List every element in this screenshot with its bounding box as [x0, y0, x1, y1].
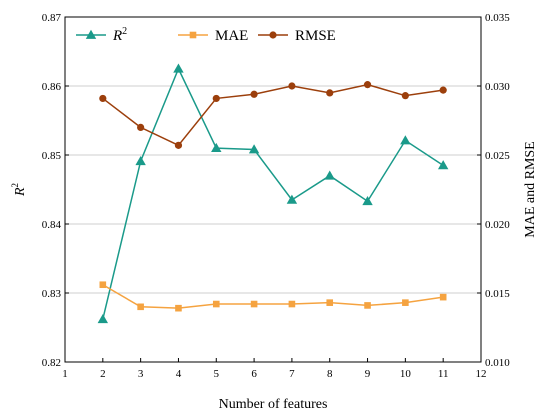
- legend-item-r: R2: [76, 26, 127, 44]
- x-tick-label: 2: [100, 368, 106, 380]
- y-left-tick-label: 0.87: [42, 12, 62, 24]
- data-point-r: [211, 142, 222, 152]
- grid: [65, 85, 481, 294]
- legend-item-mae: MAE: [178, 28, 248, 44]
- series-line-r: [102, 66, 444, 320]
- data-point-mae: [250, 300, 258, 308]
- y-axis-right-title: MAE and RMSE: [523, 141, 538, 237]
- x-tick-label: 3: [138, 368, 144, 380]
- legend-marker: [269, 31, 277, 39]
- x-tick-label: 4: [176, 368, 182, 380]
- data-point-mae: [212, 300, 220, 308]
- data-point-mae: [99, 281, 107, 289]
- x-tick-label: 1: [62, 368, 68, 380]
- data-point-r: [362, 196, 373, 206]
- data-point-rmse: [326, 89, 334, 97]
- data-point-r: [286, 194, 298, 204]
- x-tick-label: 11: [438, 368, 449, 380]
- data-point-mae: [439, 293, 447, 301]
- legend-marker: [85, 29, 97, 39]
- data-point-r: [248, 144, 260, 154]
- data-point-rmse: [363, 81, 372, 89]
- y-left-tick-label: 0.83: [42, 288, 62, 300]
- legend-label: R2: [112, 26, 127, 44]
- plot-frame: [64, 16, 482, 363]
- y-right-tick-label: 0.035: [485, 12, 510, 24]
- data-point-rmse: [439, 86, 447, 94]
- series-mae: [99, 281, 447, 312]
- data-point-r: [324, 170, 335, 180]
- data-point-mae: [137, 303, 144, 311]
- data-point-rmse: [174, 141, 183, 149]
- data-point-rmse: [401, 92, 409, 100]
- x-tick-label: 8: [327, 368, 333, 380]
- data-point-r: [97, 314, 109, 324]
- y-axis-left-title: R2: [10, 183, 28, 197]
- x-tick-label: 9: [365, 368, 371, 380]
- x-tick-label: 7: [289, 368, 295, 380]
- y-right-tick-label: 0.025: [485, 150, 510, 162]
- series-line-mae: [102, 284, 444, 309]
- ticks: 0.82 0.83 0.84 0.85 0.86 0.87 0.010 0.015 0.020 0…: [42, 12, 511, 380]
- data-point-mae: [288, 300, 296, 308]
- legend-marker: [189, 31, 197, 39]
- y-left-tick-label: 0.85: [42, 150, 62, 162]
- data-point-r: [437, 160, 449, 170]
- data-point-mae: [364, 302, 371, 309]
- y-left-tick-label: 0.84: [42, 219, 62, 231]
- y-left-tick-label: 0.82: [42, 357, 61, 369]
- data-point-rmse: [99, 94, 107, 103]
- y-right-tick-label: 0.010: [485, 357, 510, 369]
- series-line-rmse: [102, 83, 444, 147]
- y-right-tick-label: 0.015: [485, 288, 510, 300]
- x-tick-label: 6: [251, 368, 257, 380]
- data-point-rmse: [250, 90, 258, 98]
- data-point-rmse: [288, 82, 296, 90]
- data-point-mae: [175, 304, 182, 312]
- x-tick-label: 5: [214, 368, 220, 380]
- data-point-r: [400, 135, 411, 145]
- data-point-rmse: [137, 123, 145, 131]
- y-axis-left-title-sup: 2: [10, 183, 20, 188]
- legend-label: RMSE: [295, 28, 336, 44]
- data-point-r: [135, 156, 146, 166]
- legend: R2 MAE RMSE: [76, 26, 336, 44]
- data-point-mae: [326, 299, 334, 306]
- x-tick-label: 12: [476, 368, 487, 380]
- series-rmse: [99, 81, 447, 149]
- legend-label: MAE: [215, 28, 248, 44]
- y-left-tick-label: 0.86: [42, 81, 62, 93]
- y-right-tick-label: 0.030: [485, 81, 510, 93]
- x-tick-label: 10: [400, 368, 412, 380]
- data-point-r: [173, 63, 184, 73]
- legend-item-rmse: RMSE: [258, 28, 336, 44]
- series-layer: [97, 63, 449, 324]
- x-axis-title: Number of features: [219, 397, 328, 412]
- data-point-mae: [402, 299, 409, 306]
- series-r: [97, 63, 449, 324]
- y-right-tick-label: 0.020: [485, 219, 510, 231]
- y-axis-left-title-main: R: [13, 187, 28, 197]
- data-point-rmse: [212, 94, 220, 103]
